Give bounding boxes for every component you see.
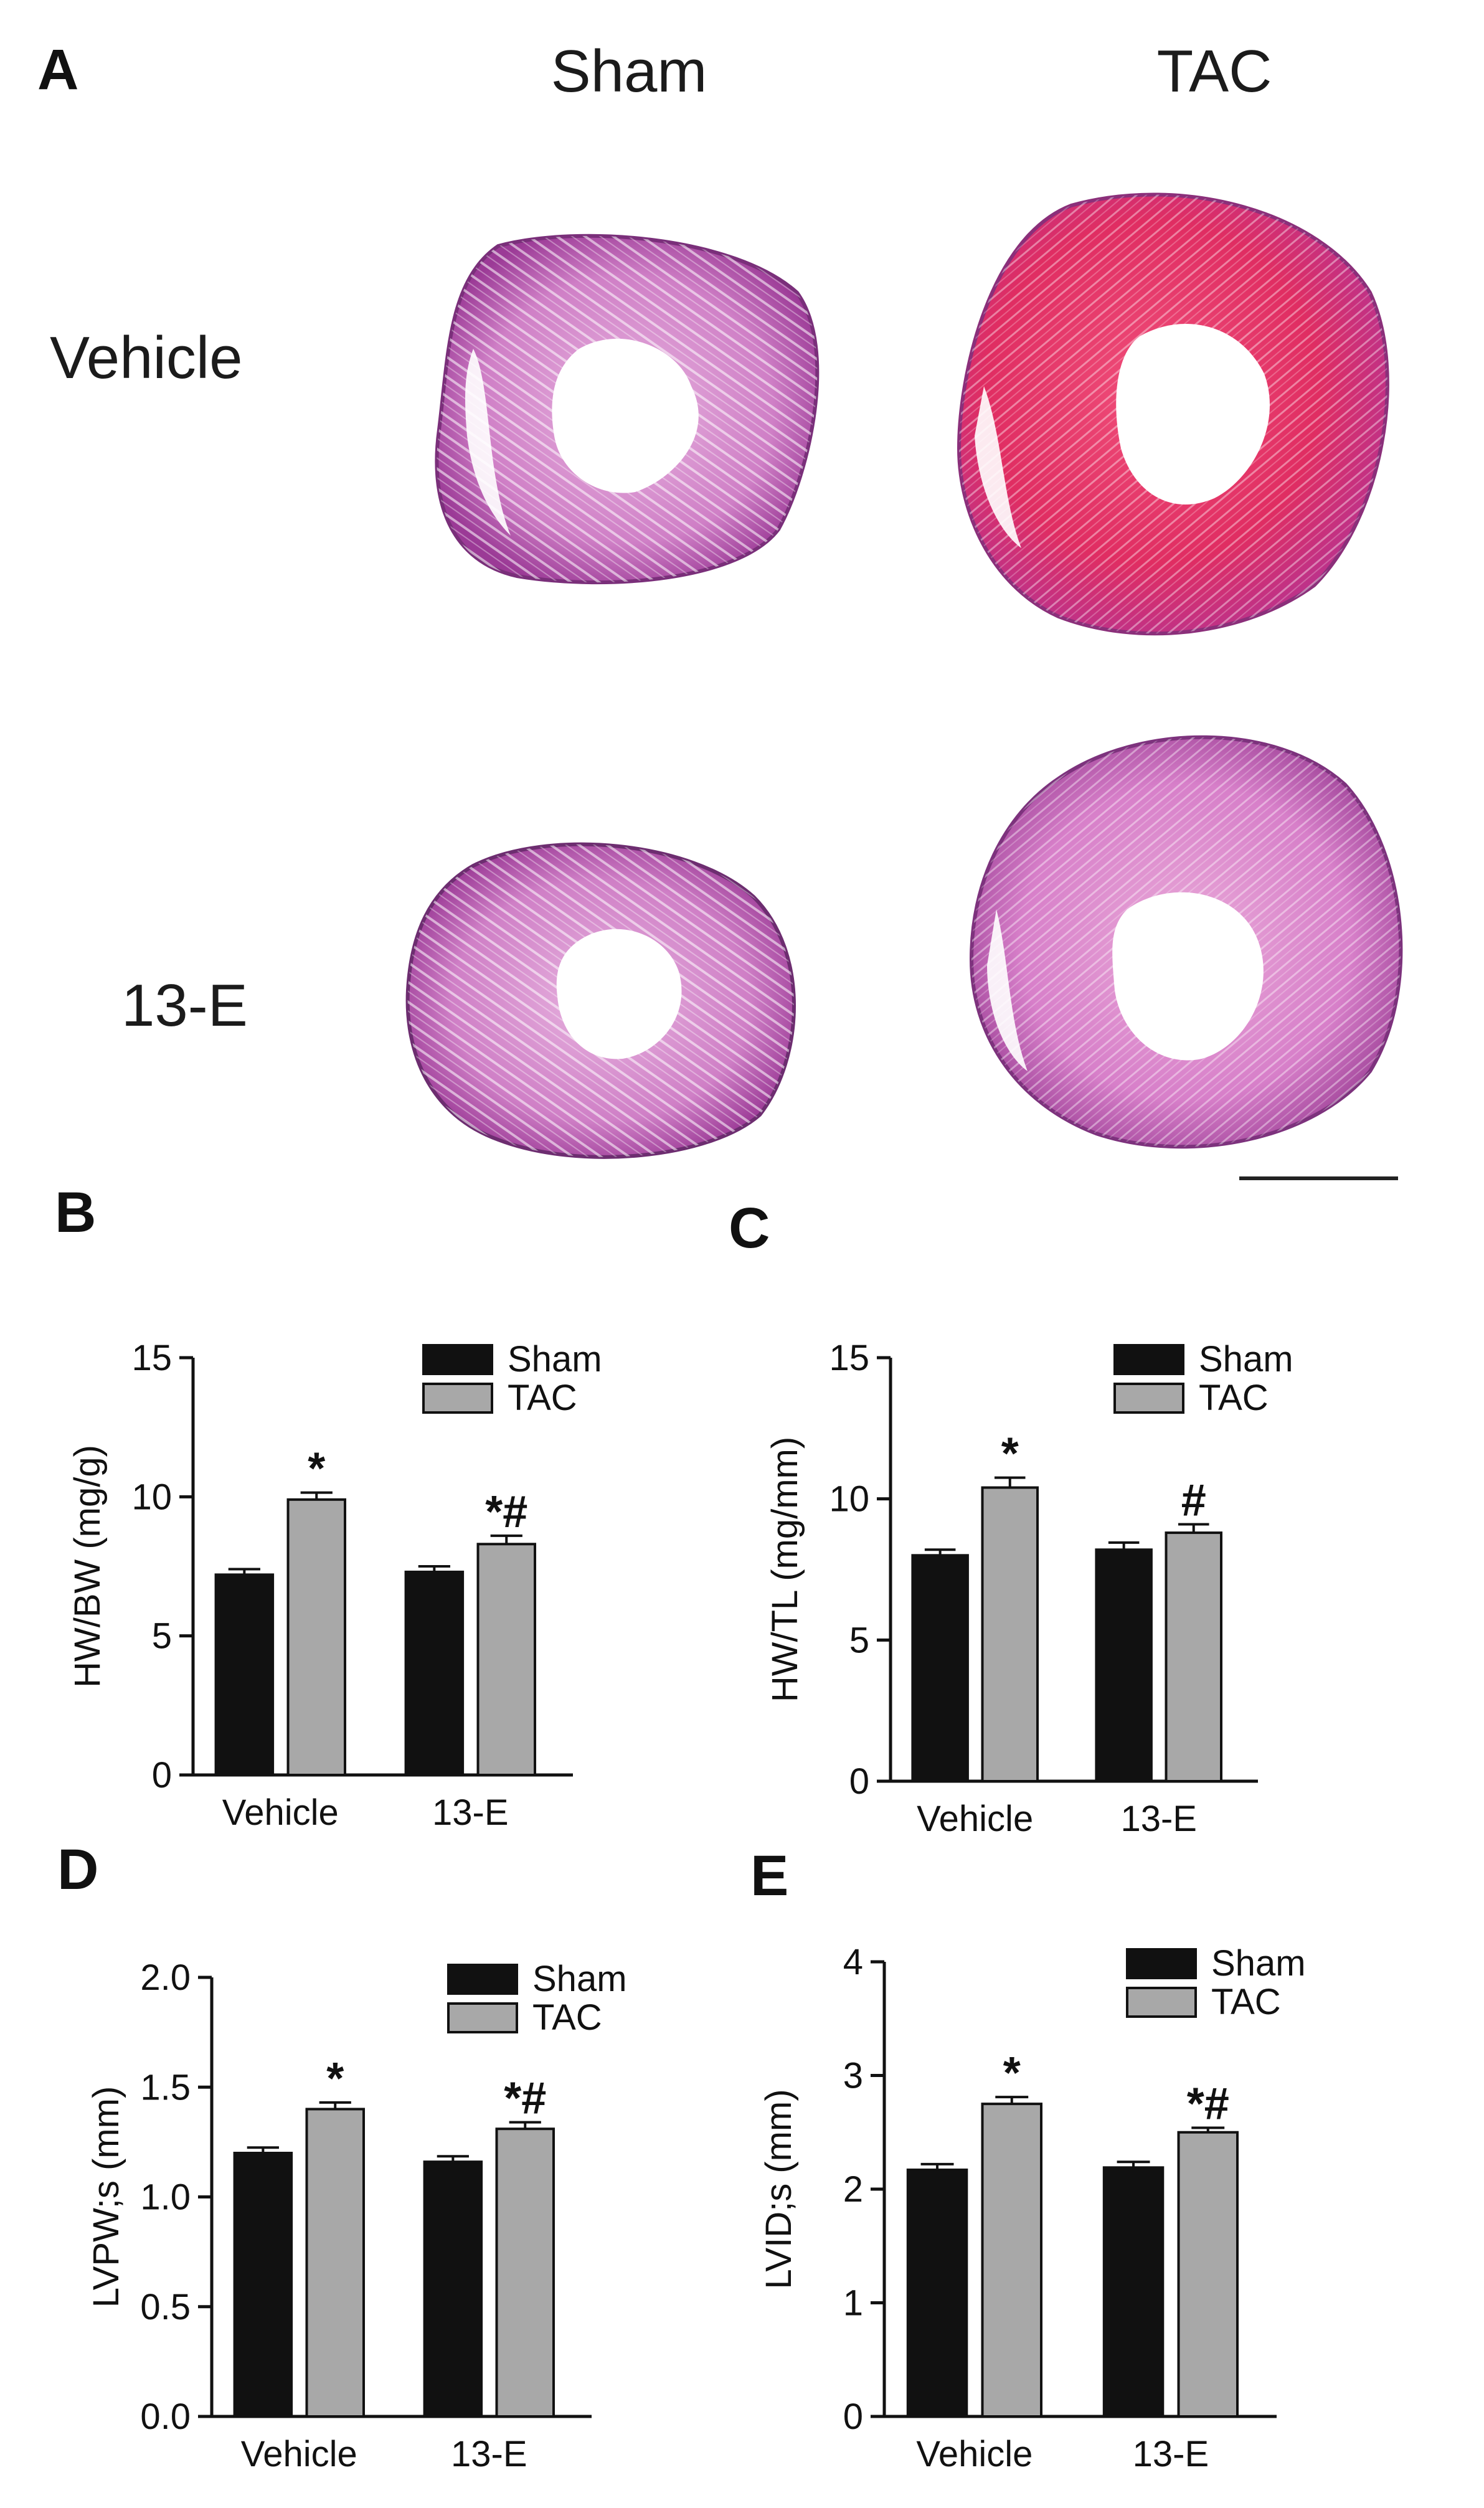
y-tick-label: 5 (152, 1616, 172, 1657)
legend-label-tac: TAC (532, 1997, 602, 2038)
legend-swatch-tac (1113, 1383, 1184, 1414)
x-category-label: 13-E (1133, 2434, 1209, 2474)
histology-panel (405, 192, 1403, 1180)
bar-sham-13-e (1095, 1548, 1153, 1782)
legend-swatch-tac (422, 1383, 493, 1414)
y-axis-title: LVPW;s (mm) (86, 2086, 126, 2308)
legend-label-sham: Sham (532, 1959, 627, 1999)
heart-section-13e-tac (969, 735, 1403, 1149)
significance-mark: * (1001, 1429, 1019, 1479)
row-label-vehicle: Vehicle (50, 324, 243, 391)
bar-sham-vehicle (214, 1573, 275, 1776)
legend-label-tac: TAC (1199, 1378, 1269, 1418)
y-tick-label: 0 (849, 1761, 869, 1802)
significance-mark: *# (1187, 2079, 1229, 2129)
legend-label-tac: TAC (1211, 1982, 1281, 2022)
legend-label-sham: Sham (508, 1339, 602, 1379)
y-tick-label: 15 (131, 1338, 172, 1378)
significance-mark: * (326, 2054, 344, 2104)
y-tick-label: 0 (843, 2397, 863, 2437)
bar-tac-13-e (495, 2127, 555, 2418)
legend-swatch-sham (1113, 1344, 1184, 1375)
y-tick-label: 1 (843, 2283, 863, 2324)
bar-sham-vehicle (911, 1554, 969, 1782)
legend-swatch-tac (447, 2002, 518, 2033)
bar-tac-13-e (476, 1543, 536, 1776)
y-tick-label: 10 (131, 1477, 172, 1517)
y-tick-label: 0.5 (140, 2287, 191, 2327)
bar-sham-13-e (1102, 2166, 1165, 2418)
significance-mark: * (1003, 2048, 1021, 2098)
heart-section-vehicle-tac (957, 192, 1389, 636)
legend-label-tac: TAC (508, 1378, 577, 1418)
legend-label-sham: Sham (1211, 1943, 1306, 1984)
legend-swatch-sham (422, 1344, 493, 1375)
y-tick-label: 15 (829, 1338, 869, 1378)
y-tick-label: 3 (843, 2056, 863, 2096)
y-tick-label: 1.0 (140, 2177, 191, 2218)
column-label-tac: TAC (1156, 38, 1272, 105)
column-label-sham: Sham (551, 38, 707, 105)
x-category-label: 13-E (432, 1792, 509, 1833)
bar-sham-13-e (404, 1570, 465, 1776)
panel-letter-c: C (729, 1196, 770, 1260)
x-category-label: 13-E (1120, 1799, 1197, 1839)
legend-swatch-sham (1126, 1948, 1197, 1979)
x-category-label: Vehicle (917, 1799, 1033, 1839)
significance-mark: * (308, 1444, 325, 1494)
y-tick-label: 0 (152, 1755, 172, 1796)
bar-sham-13-e (423, 2160, 483, 2418)
bar-sham-vehicle (906, 2168, 968, 2418)
legend-label-sham: Sham (1199, 1339, 1293, 1379)
bar-tac-13-e (1177, 2131, 1239, 2418)
panel-letter-a: A (37, 38, 79, 102)
x-category-label: Vehicle (222, 1792, 339, 1833)
x-category-label: Vehicle (916, 2434, 1033, 2474)
significance-mark: *# (504, 2074, 546, 2124)
heart-section-13e-sham (405, 842, 796, 1159)
y-axis-title: LVID;s (mm) (759, 2089, 799, 2289)
y-axis-title: HW/BW (mg/g) (67, 1445, 108, 1688)
y-tick-label: 0.0 (140, 2397, 191, 2437)
x-category-label: 13-E (451, 2434, 527, 2474)
bar-tac-vehicle (981, 1486, 1039, 1782)
y-tick-label: 4 (843, 1942, 863, 1982)
heart-section-vehicle-sham (435, 234, 820, 585)
bar-sham-vehicle (233, 2152, 293, 2418)
x-category-label: Vehicle (241, 2434, 357, 2474)
significance-mark: *# (485, 1487, 527, 1537)
y-tick-label: 1.5 (140, 2067, 191, 2108)
y-tick-label: 5 (849, 1620, 869, 1660)
y-tick-label: 2.0 (140, 1957, 191, 1998)
y-tick-label: 2 (843, 2169, 863, 2210)
row-label-13e: 13-E (121, 972, 248, 1039)
legend-swatch-sham (447, 1964, 518, 1995)
y-axis-title: HW/TL (mg/mm) (765, 1437, 805, 1702)
bar-tac-vehicle (286, 1498, 346, 1776)
panel-letter-b: B (55, 1181, 97, 1244)
y-tick-label: 10 (829, 1479, 869, 1520)
bar-tac-vehicle (981, 2103, 1042, 2418)
bar-tac-vehicle (305, 2108, 365, 2418)
panel-letter-e: E (750, 1844, 789, 1908)
bar-tac-13-e (1165, 1531, 1222, 1782)
legend-swatch-tac (1126, 1987, 1197, 2018)
significance-mark: # (1181, 1475, 1206, 1525)
chart-panel-d: 0.0 0.5 1.0 1.5 2.0 LVPW;s (mm) * Vehicle *# 13-E… (86, 1957, 627, 2474)
panel-letter-d: D (57, 1838, 99, 1901)
